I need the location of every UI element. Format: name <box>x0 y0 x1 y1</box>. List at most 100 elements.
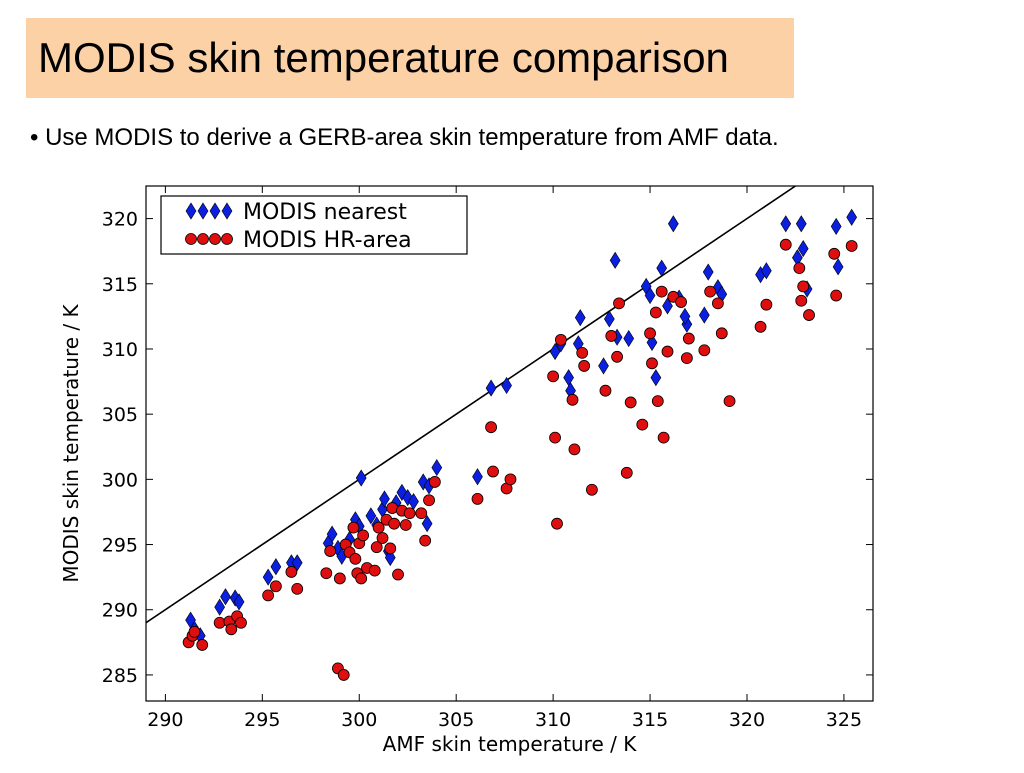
data-point-diamond <box>603 310 615 328</box>
x-tick-label: 290 <box>147 709 183 731</box>
legend: MODIS nearest MODIS HR-area <box>160 195 468 255</box>
data-point-circle <box>568 443 581 456</box>
data-point-circle <box>698 344 711 357</box>
data-point-circle <box>754 320 767 333</box>
data-point-circle <box>269 580 282 593</box>
data-point-circle <box>547 370 560 383</box>
x-tick-label: 300 <box>341 709 377 731</box>
data-point-circle <box>712 297 724 310</box>
data-point-circle <box>213 616 226 629</box>
data-point-diamond <box>291 554 303 572</box>
data-point-circle <box>355 572 368 585</box>
data-point-circle <box>392 568 404 581</box>
legend-diamond <box>221 202 233 220</box>
data-point-circle <box>554 333 567 346</box>
data-point-circle <box>225 623 238 636</box>
data-point-diamond <box>472 468 483 486</box>
data-point-diamond <box>702 263 714 281</box>
series-modis-hr-area <box>182 238 858 681</box>
x-axis-label: AMF skin temperature / K <box>383 732 638 756</box>
bullet-text: • Use MODIS to derive a GERB-area skin t… <box>30 124 779 151</box>
legend-diamond <box>209 202 221 220</box>
data-point-circle <box>188 625 201 638</box>
data-point-circle <box>655 285 668 298</box>
data-point-circle <box>337 669 350 681</box>
data-point-circle <box>399 519 412 531</box>
data-point-circle <box>386 502 399 514</box>
data-point-diamond <box>667 215 679 233</box>
data-point-circle <box>324 545 337 557</box>
legend-diamond <box>197 202 209 220</box>
x-tick-label: 320 <box>729 709 765 731</box>
data-point-diamond <box>431 459 443 477</box>
data-point-circle <box>487 465 499 478</box>
data-point-diamond <box>623 329 635 348</box>
legend-diamond <box>185 202 197 220</box>
data-point-circle <box>704 285 717 298</box>
data-point-circle <box>657 431 670 444</box>
data-point-circle <box>388 517 401 530</box>
data-point-circle <box>370 541 383 554</box>
data-point-diamond <box>574 309 586 327</box>
legend-marker-modis-hr-area <box>185 233 233 245</box>
data-point-diamond <box>598 357 609 375</box>
data-point-circle <box>680 352 693 365</box>
data-point-diamond <box>355 469 367 487</box>
x-tick-label: 315 <box>632 709 668 731</box>
data-point-diamond <box>780 215 792 233</box>
y-tick-label: 300 <box>102 469 138 491</box>
data-point-circle <box>605 330 618 342</box>
data-point-circle <box>471 493 484 505</box>
data-point-diamond <box>365 507 377 525</box>
ticks-layer: 290 295 300 305 310 315 320 325 285 290 295 300 305 3… <box>102 186 873 731</box>
data-point-diamond <box>846 208 858 226</box>
data-point-circle <box>760 298 773 311</box>
data-point-diamond <box>233 593 245 611</box>
legend-circle <box>197 233 209 245</box>
data-point-diamond <box>326 525 338 543</box>
data-point-diamond <box>679 307 691 325</box>
data-point-circle <box>797 280 810 293</box>
data-point-circle <box>613 297 625 310</box>
data-point-diamond <box>830 217 842 235</box>
data-point-circle <box>384 542 397 555</box>
legend-label-modis-nearest: MODIS nearest <box>243 200 407 225</box>
data-point-circle <box>428 476 441 488</box>
data-point-circle <box>793 262 806 275</box>
data-point-circle <box>830 289 843 302</box>
data-point-circle <box>368 564 381 577</box>
data-point-circle <box>372 521 385 534</box>
data-point-circle <box>620 466 633 479</box>
chart-background <box>30 170 980 768</box>
data-point-diamond <box>761 262 772 280</box>
data-point-circle <box>828 247 841 260</box>
data-point-circle <box>649 306 662 319</box>
x-tick-label: 310 <box>535 709 571 731</box>
data-point-circle <box>504 473 517 486</box>
data-point-diamond <box>832 258 844 276</box>
data-point-circle <box>779 238 792 251</box>
data-point-circle <box>715 327 728 340</box>
legend-marker-modis-nearest <box>185 202 233 220</box>
data-point-circle <box>551 517 563 530</box>
data-point-diamond <box>795 215 807 233</box>
data-point-circle <box>549 431 561 444</box>
data-point-diamond <box>656 259 668 277</box>
reference-line-layer <box>146 186 796 624</box>
data-point-diamond <box>609 251 621 269</box>
y-tick-label: 295 <box>102 535 138 557</box>
data-point-circle <box>646 357 658 370</box>
y-tick-label: 315 <box>102 274 138 296</box>
y-tick-label: 320 <box>102 209 138 231</box>
data-point-circle <box>419 534 432 547</box>
x-tick-label: 295 <box>244 709 280 731</box>
reference-line <box>146 186 796 624</box>
legend-circle <box>209 233 221 245</box>
data-point-circle <box>415 507 428 520</box>
data-point-circle <box>349 552 362 565</box>
points-layer <box>182 208 858 681</box>
legend-circle <box>185 233 197 245</box>
data-point-diamond <box>650 369 662 387</box>
x-tick-label: 325 <box>826 709 862 731</box>
data-point-circle <box>599 384 612 397</box>
